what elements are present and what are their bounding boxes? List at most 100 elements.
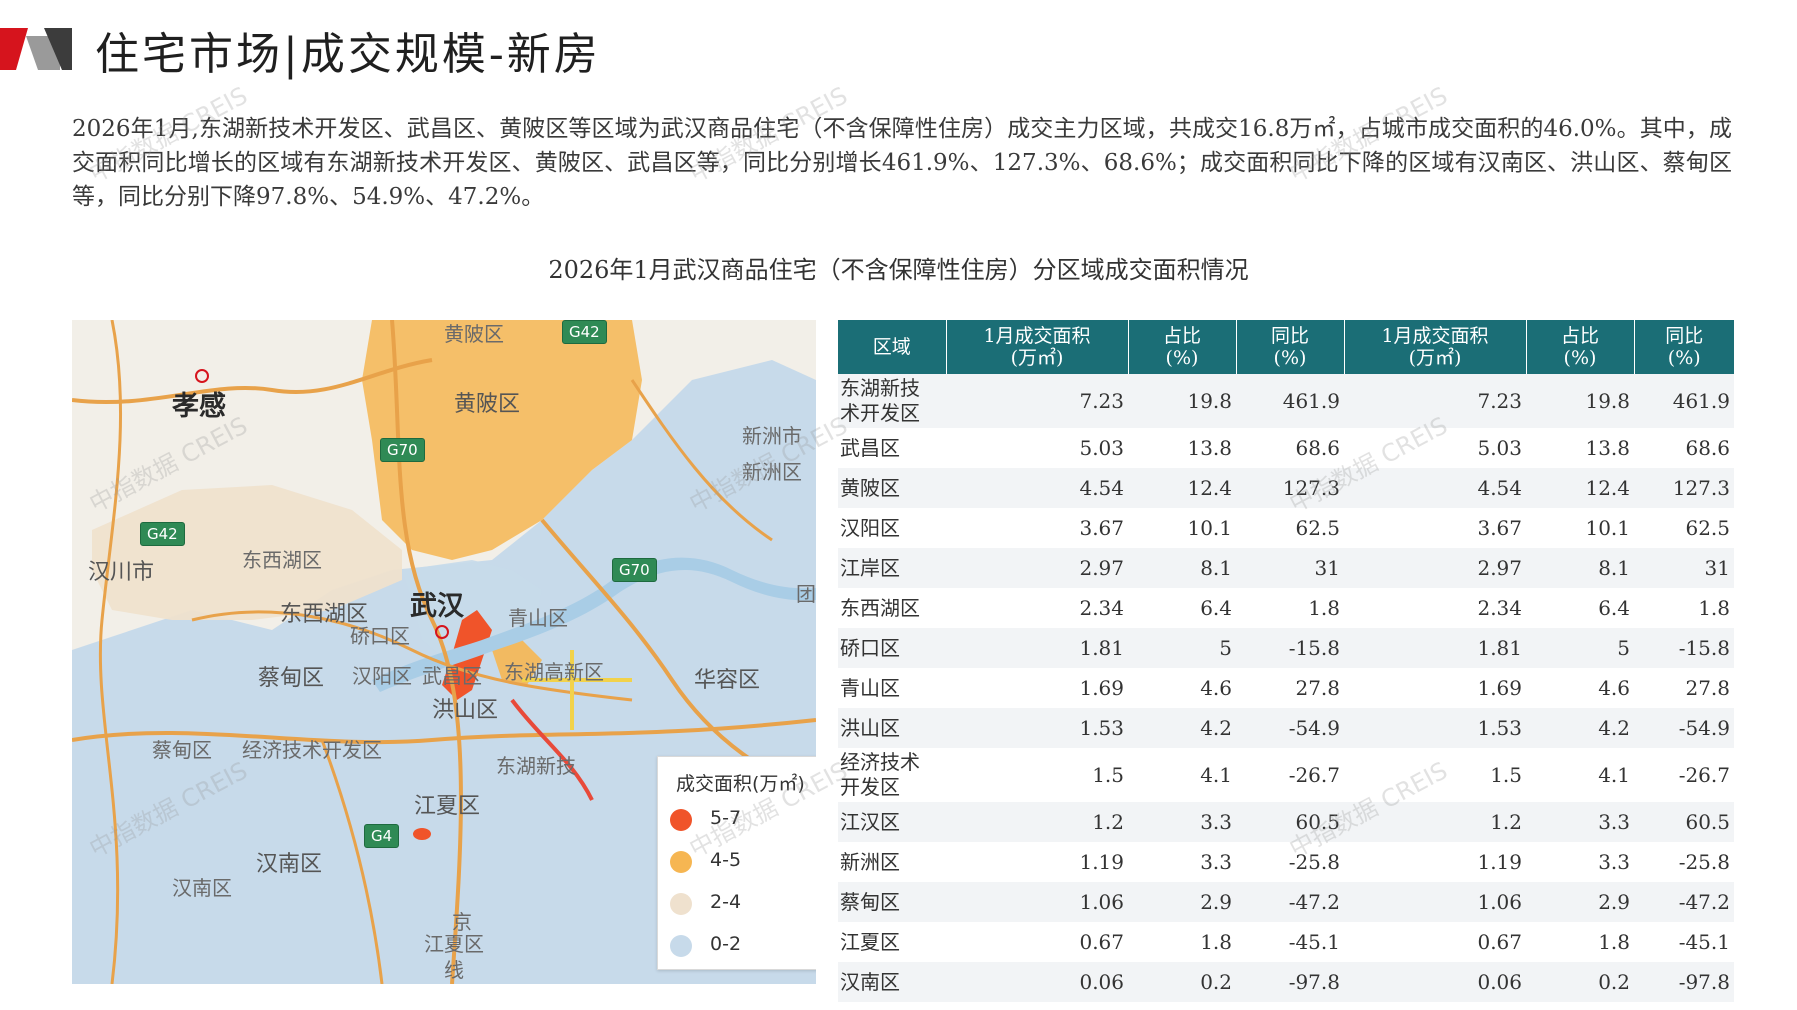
cell-district: 经济技术 开发区 bbox=[840, 750, 920, 799]
cell-yoy-2: 31 bbox=[1634, 548, 1734, 588]
table-row: 青山区 1.69 4.6 27.8 1.69 4.6 27.8 bbox=[838, 668, 1734, 708]
cell-yoy: 127.3 bbox=[1236, 468, 1344, 508]
cell-area-2: 2.34 bbox=[1477, 596, 1522, 620]
cell-area: 0.06 bbox=[946, 962, 1128, 1002]
legend-swatch bbox=[670, 809, 692, 831]
map-label-jiangxia-small: 江夏区 bbox=[424, 932, 484, 956]
map-label-dongxihu-small: 东西湖区 bbox=[242, 548, 322, 572]
header-area-2: 1月成交面积 (万㎡) bbox=[1344, 320, 1527, 374]
cell-area-2: 1.69 bbox=[1477, 676, 1522, 700]
cell-share-2: 8.1 bbox=[1526, 548, 1634, 588]
cell-area: 1.06 bbox=[946, 882, 1128, 922]
cell-share: 4.6 bbox=[1200, 676, 1232, 700]
cell-area-2: 3.67 bbox=[1477, 516, 1522, 540]
cell-share: 2.9 bbox=[1128, 882, 1236, 922]
district-map: 孝感 黄陂区 黄陂区 新洲市 新洲区 汉川市 东西湖区 东西湖区 武汉 硚口区 … bbox=[72, 320, 816, 984]
table-row: 黄陂区 4.54 12.4 127.3 4.54 12.4 127.3 bbox=[838, 468, 1734, 508]
road-shield-g4: G4 bbox=[364, 824, 400, 848]
legend-label: 5-7 bbox=[710, 807, 742, 829]
cell-yoy: 60.5 bbox=[1236, 802, 1344, 842]
header-share: 占比 (%) bbox=[1128, 320, 1237, 374]
cell-yoy: -47.2 bbox=[1236, 882, 1344, 922]
cell-area-2: 4.54 bbox=[1344, 468, 1526, 508]
logo bbox=[0, 28, 72, 70]
cell-area-2: 1.2 bbox=[1344, 802, 1526, 842]
cell-share-2: 4.6 bbox=[1598, 676, 1630, 700]
map-label-jing: 京 bbox=[452, 910, 472, 934]
cell-share: 13.8 bbox=[1187, 436, 1232, 460]
cell-share: 10.1 bbox=[1187, 516, 1232, 540]
cell-yoy: -26.7 bbox=[1288, 763, 1340, 787]
table-row: 蔡甸区 1.06 2.9 -47.2 1.06 2.9 -47.2 bbox=[838, 882, 1734, 922]
cell-yoy-2: -47.2 bbox=[1634, 882, 1734, 922]
map-label-donghu: 东湖高新区 bbox=[504, 660, 604, 684]
map-label-xinzhou: 新洲市 bbox=[742, 424, 802, 448]
cell-share: 8.1 bbox=[1128, 548, 1236, 588]
cell-share: 3.3 bbox=[1200, 850, 1232, 874]
cell-area-2: 0.67 bbox=[1477, 930, 1522, 954]
cell-yoy: -45.1 bbox=[1288, 930, 1340, 954]
map-label-hanyang: 汉阳区 bbox=[352, 664, 412, 688]
table-row: 洪山区 1.53 4.2 -54.9 1.53 4.2 -54.9 bbox=[838, 708, 1734, 748]
map-label-wuhan: 武汉 bbox=[410, 591, 464, 622]
cell-share-2: 3.3 bbox=[1526, 802, 1634, 842]
cell-share-2: 2.9 bbox=[1526, 882, 1634, 922]
cell-yoy: -97.8 bbox=[1236, 962, 1344, 1002]
cell-yoy-2: 27.8 bbox=[1685, 676, 1730, 700]
cell-district: 江岸区 bbox=[838, 548, 946, 588]
legend-title: 成交面积(万㎡) bbox=[676, 773, 805, 795]
cell-district: 黄陂区 bbox=[838, 468, 946, 508]
cell-share-2: 4.1 bbox=[1598, 763, 1630, 787]
map-label-wuchang: 武昌区 bbox=[422, 664, 482, 688]
cell-yoy: 461.9 bbox=[1236, 374, 1344, 428]
cell-share: 1.8 bbox=[1200, 930, 1232, 954]
map-label-qiaokou: 硚口区 bbox=[350, 624, 410, 648]
legend-label: 0-2 bbox=[710, 933, 742, 955]
cell-district: 硚口区 bbox=[838, 628, 946, 668]
cell-share-2: 1.8 bbox=[1598, 930, 1630, 954]
cell-share-2: 6.4 bbox=[1598, 596, 1630, 620]
table-row: 东湖新技 术开发区 7.23 19.8 461.9 7.23 19.8 461.9 bbox=[838, 374, 1734, 428]
map-label-huangpi-top: 黄陂区 bbox=[444, 322, 504, 346]
cell-area: 1.53 bbox=[946, 708, 1128, 748]
cell-share-2: 0.2 bbox=[1526, 962, 1634, 1002]
map-label-qingshan: 青山区 bbox=[508, 606, 568, 630]
header-area: 1月成交面积 (万㎡) bbox=[946, 320, 1129, 374]
header-district: 区域 bbox=[838, 320, 947, 374]
table-row: 江夏区 0.67 1.8 -45.1 0.67 1.8 -45.1 bbox=[838, 922, 1734, 962]
road-shield-g70-b: G70 bbox=[612, 558, 657, 582]
page-title: 住宅市场|成交规模-新房 bbox=[95, 29, 601, 80]
cell-yoy-2: 62.5 bbox=[1685, 516, 1730, 540]
cell-area-2: 7.23 bbox=[1344, 374, 1526, 428]
cell-yoy: 68.6 bbox=[1295, 436, 1340, 460]
cell-yoy-2: -15.8 bbox=[1634, 628, 1734, 668]
legend-swatch bbox=[670, 893, 692, 915]
cell-share-2: 4.2 bbox=[1526, 708, 1634, 748]
cell-share-2: 19.8 bbox=[1526, 374, 1634, 428]
cell-yoy: 62.5 bbox=[1295, 516, 1340, 540]
cell-yoy-2: -26.7 bbox=[1678, 763, 1730, 787]
cell-area: 1.5 bbox=[1092, 763, 1124, 787]
cell-share: 19.8 bbox=[1128, 374, 1236, 428]
cell-share: 6.4 bbox=[1200, 596, 1232, 620]
cell-area: 3.67 bbox=[1079, 516, 1124, 540]
cell-district: 蔡甸区 bbox=[838, 882, 946, 922]
cell-yoy: 31 bbox=[1236, 548, 1344, 588]
legend-swatch bbox=[670, 935, 692, 957]
cell-yoy-2: 68.6 bbox=[1685, 436, 1730, 460]
map-label-xiaogan: 孝感 bbox=[172, 391, 226, 422]
cell-yoy-2: 1.8 bbox=[1698, 596, 1730, 620]
cell-share-2: 10.1 bbox=[1585, 516, 1630, 540]
legend-label: 2-4 bbox=[710, 891, 742, 913]
map-label-hannan-small: 汉南区 bbox=[172, 876, 232, 900]
table-row: 东西湖区 2.34 6.4 1.8 2.34 6.4 1.8 bbox=[838, 588, 1734, 628]
map-legend: 成交面积(万㎡) 5-7 4-5 2-4 0-2 bbox=[657, 756, 816, 970]
cell-district: 江汉区 bbox=[838, 802, 946, 842]
map-label-jiangxia: 江夏区 bbox=[414, 794, 481, 819]
map-label-hongshan: 洪山区 bbox=[432, 698, 499, 723]
cell-area: 2.97 bbox=[946, 548, 1128, 588]
table-row: 经济技术 开发区 1.5 4.1 -26.7 1.5 4.1 -26.7 bbox=[838, 748, 1734, 802]
cell-area: 4.54 bbox=[946, 468, 1128, 508]
cell-yoy-2: -97.8 bbox=[1634, 962, 1734, 1002]
cell-share: 0.2 bbox=[1128, 962, 1236, 1002]
